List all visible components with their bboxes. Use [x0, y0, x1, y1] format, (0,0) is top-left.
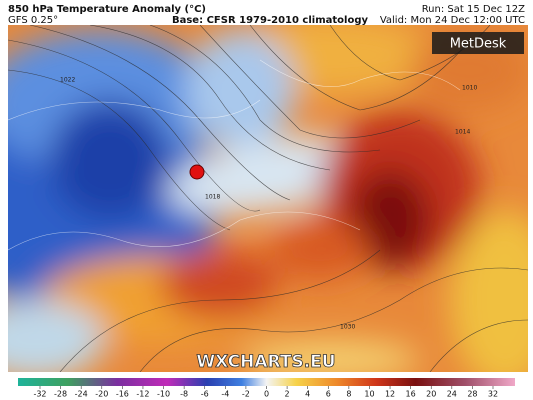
colorbar-tick-label: 16: [406, 390, 416, 399]
colorbar-tick-label: 20: [426, 390, 436, 399]
contour-label: 1030: [340, 324, 355, 331]
colorbar-tick-label: -2: [242, 390, 250, 399]
colorbar-tick-label: 6: [326, 390, 331, 399]
contour-label: 1022: [60, 77, 75, 84]
contour-label: 1018: [205, 194, 220, 201]
colorbar-tick-label: -16: [116, 390, 129, 399]
colorbar-tick-label: 0: [264, 390, 269, 399]
colorbar-ticks: -32 -28 -24 -20 -16 -12 -10 -8 -6 -4 -2 0 2 4 6 8 10 12 16…: [33, 386, 498, 399]
location-marker: [189, 164, 205, 180]
colorbar-tick-label: 28: [467, 390, 477, 399]
colorbar-tick-label: -8: [180, 390, 188, 399]
colorbar-tick-label: 4: [305, 390, 310, 399]
logo: MetDesk: [450, 37, 507, 52]
model: GFS 0.25°: [8, 15, 58, 26]
colorbar-tick-label: 8: [346, 390, 351, 399]
valid: Valid: Mon 24 Dec 12:00 UTC: [380, 15, 525, 26]
colorbar-tick-label: -6: [201, 390, 209, 399]
contour-label: 1014: [455, 129, 470, 136]
logo-box: [432, 32, 524, 54]
colorbar-tick-label: -32: [33, 390, 46, 399]
run: Run: Sat 15 Dec 12Z: [422, 4, 525, 15]
base: Base: CFSR 1979-2010 climatology: [172, 15, 368, 26]
colorbar: [18, 378, 515, 386]
map: 1022 1018 1030 1014 1010 WXCHARTS.EU: [8, 25, 528, 372]
watermark: WXCHARTS.EU: [196, 352, 335, 372]
colorbar-tick-label: -20: [95, 390, 108, 399]
colorbar-tick-label: 24: [447, 390, 457, 399]
title: 850 hPa Temperature Anomaly (°C): [8, 4, 206, 15]
colorbar-tick-label: -24: [75, 390, 88, 399]
contour-label: 1010: [462, 85, 477, 92]
colorbar-tick-label: 12: [385, 390, 395, 399]
colorbar-tick-label: -4: [221, 390, 229, 399]
colorbar-tick-label: 2: [285, 390, 290, 399]
colorbar-tick-label: -28: [54, 390, 67, 399]
colorbar-tick-label: -12: [136, 390, 149, 399]
colorbar-tick-label: 10: [364, 390, 374, 399]
colorbar-tick-label: 32: [488, 390, 498, 399]
colorbar-tick-label: -10: [157, 390, 170, 399]
